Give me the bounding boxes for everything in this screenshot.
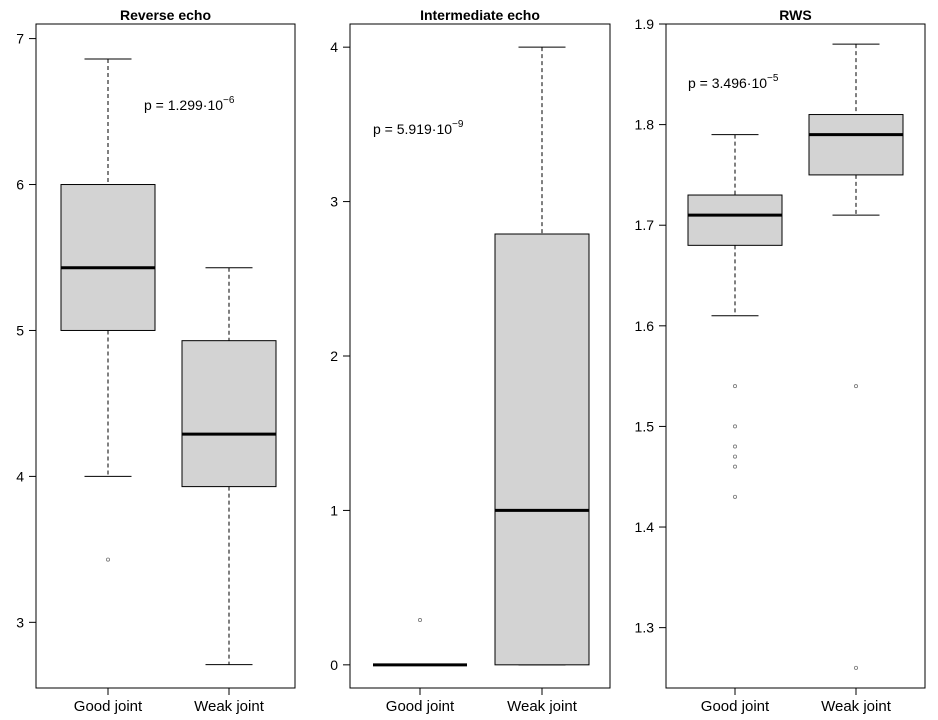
x-category-label: Good joint	[386, 698, 455, 715]
y-tick-label: 3	[330, 194, 338, 210]
y-tick-label: 7	[16, 31, 24, 47]
panel-title: RWS	[779, 7, 811, 23]
box-weak-joint	[181, 267, 277, 666]
p-value-mantissa: p = 3.496·10	[688, 75, 767, 91]
outlier-point	[733, 454, 738, 459]
x-category-label: Good joint	[74, 698, 143, 715]
p-value-annotation: p = 5.919·10−9	[373, 119, 464, 137]
y-tick-label: 1.8	[635, 117, 655, 133]
box-weak-joint	[494, 46, 590, 666]
y-tick-label: 5	[16, 322, 24, 338]
x-category-label: Weak joint	[194, 698, 265, 715]
y-tick-label: 1.4	[635, 519, 655, 535]
outlier-point	[106, 557, 111, 562]
plot-frame	[665, 23, 926, 689]
box-weak-joint	[808, 43, 904, 670]
panel-1: Reverse echo 3 4 5 6 7 Good joint Weak joint p =…	[16, 7, 296, 715]
y-tick-label: 1.6	[635, 318, 655, 334]
y-tick-label: 4	[330, 39, 338, 55]
y-tick-label: 2	[330, 348, 338, 364]
iqr-box	[808, 114, 904, 176]
y-tick-label: 1.7	[635, 217, 655, 233]
iqr-box	[60, 184, 156, 331]
outlier-point	[733, 384, 738, 389]
y-tick-label: 0	[330, 657, 338, 673]
p-value-exponent: −6	[223, 95, 235, 106]
iqr-box	[687, 194, 783, 246]
p-value-mantissa: p = 1.299·10	[144, 97, 223, 113]
x-category-label: Good joint	[701, 698, 770, 715]
panel-title: Reverse echo	[120, 7, 211, 23]
y-tick-label: 3	[16, 614, 24, 630]
outlier-point	[417, 618, 422, 623]
outlier-point	[733, 464, 738, 469]
p-value-exponent: −5	[767, 73, 779, 84]
iqr-box	[494, 233, 590, 666]
y-tick-label: 1.5	[635, 418, 655, 434]
y-tick-label: 1.9	[635, 16, 655, 32]
panel-2: Intermediate echo 0 1 2 3 4 Good joint Weak joi…	[330, 7, 611, 715]
y-tick-label: 1.3	[635, 620, 655, 636]
outlier-point	[854, 665, 859, 670]
y-tick-label: 1	[330, 502, 338, 518]
outlier-point	[854, 384, 859, 389]
box-good-joint	[373, 618, 467, 667]
iqr-box	[181, 340, 277, 488]
box-good-joint	[60, 58, 156, 562]
panel-3: RWS 1.3 1.4 1.5 1.6 1.7 1.8 1.9 Good joint Weak j…	[635, 7, 926, 715]
plot-frame	[35, 23, 296, 689]
x-category-label: Weak joint	[821, 698, 892, 715]
box-good-joint	[687, 134, 783, 499]
p-value-exponent: −9	[452, 119, 464, 130]
outlier-point	[733, 444, 738, 449]
p-value-mantissa: p = 5.919·10	[373, 121, 452, 137]
outlier-point	[733, 494, 738, 499]
p-value-annotation: p = 1.299·10−6	[144, 95, 235, 113]
y-tick-label: 4	[16, 468, 24, 484]
y-tick-label: 6	[16, 177, 24, 193]
x-category-label: Weak joint	[507, 698, 578, 715]
outlier-point	[733, 424, 738, 429]
p-value-annotation: p = 3.496·10−5	[688, 73, 779, 91]
panel-title: Intermediate echo	[420, 7, 540, 23]
